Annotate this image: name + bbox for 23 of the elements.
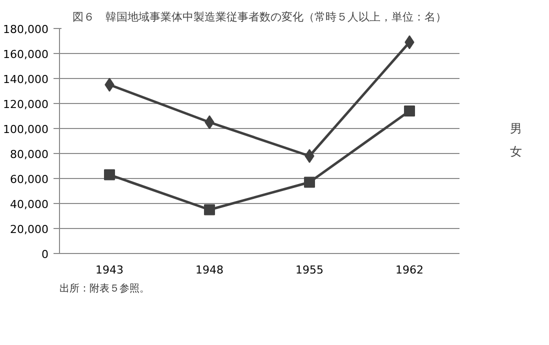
y-tick-label: 20,000: [10, 223, 49, 236]
y-tick-label: 180,000: [3, 23, 49, 36]
y-tick-label: 160,000: [3, 48, 49, 61]
point: [304, 149, 314, 163]
y-tick-label: 100,000: [3, 123, 49, 136]
y-tick-label: 120,000: [3, 98, 49, 111]
text: 男: [510, 120, 523, 138]
text: 女: [510, 144, 523, 160]
point: [104, 169, 115, 180]
point: [304, 176, 315, 188]
point: [404, 106, 415, 116]
point: [204, 204, 215, 216]
x-tick-label: 1962: [396, 264, 424, 276]
y-tick-label: 80,000: [10, 148, 49, 161]
y-tick-label: 60,000: [10, 173, 49, 186]
y-tick-label: 40,000: [10, 198, 49, 211]
text: 出所：附表５参照。: [60, 282, 150, 294]
chart-title: 図６ 韓国地域事業体中製造業従事者数の変化（常時５人以上，単位：名）: [72, 10, 446, 24]
x-tick-label: 1955: [296, 264, 324, 276]
y-tick-label: 0: [42, 248, 48, 261]
y-tick-label: 140,000: [3, 73, 49, 86]
x-tick-label: 1948: [196, 264, 224, 276]
x-tick-label: 1943: [96, 264, 124, 276]
